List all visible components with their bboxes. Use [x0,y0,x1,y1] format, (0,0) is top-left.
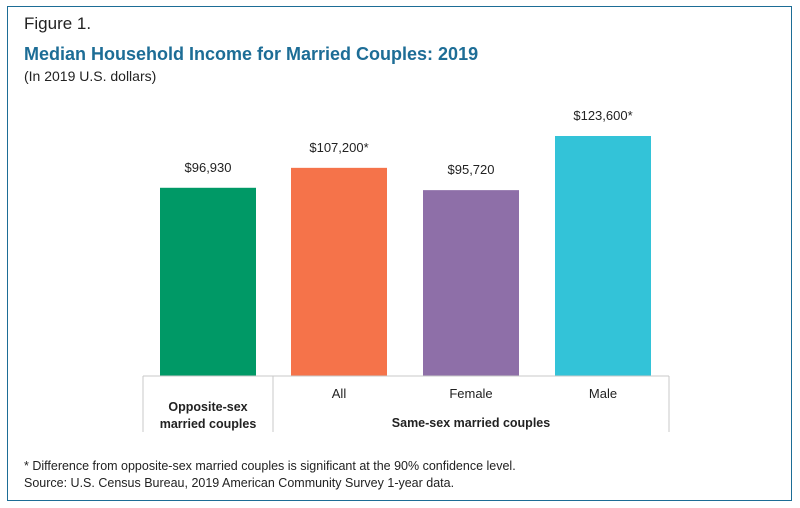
group-label-1: Same-sex married couples [392,416,550,430]
tick-label-3: Male [589,386,617,401]
tick-label-1: All [332,386,347,401]
chart-subtitle: (In 2019 U.S. dollars) [24,68,157,84]
footnote: * Difference from opposite-sex married c… [24,459,516,473]
chart-notes: * Difference from opposite-sex married c… [24,458,516,492]
bar-2 [423,190,519,376]
figure-frame [7,6,792,501]
source-note: Source: U.S. Census Bureau, 2019 America… [24,476,455,490]
category-axis: All Female Male Opposite-sex married couples… [142,375,670,432]
value-label-2: $95,720 [448,162,495,177]
group-label-0-line-1: married couples [160,417,257,431]
bar-3 [555,136,651,376]
value-label-3: $123,600* [573,108,632,123]
bars-group: $96,930 $107,200* $95,720 $123,600* [160,108,651,376]
bar-1 [291,167,387,376]
chart-title: Median Household Income for Married Coup… [24,44,479,64]
tick-label-2: Female [449,386,492,401]
bar-0 [160,187,256,376]
value-label-0: $96,930 [185,160,232,175]
value-label-1: $107,200* [309,140,368,155]
figure-label: Figure 1. [24,14,92,33]
group-label-0-line-0: Opposite-sex [168,400,247,414]
